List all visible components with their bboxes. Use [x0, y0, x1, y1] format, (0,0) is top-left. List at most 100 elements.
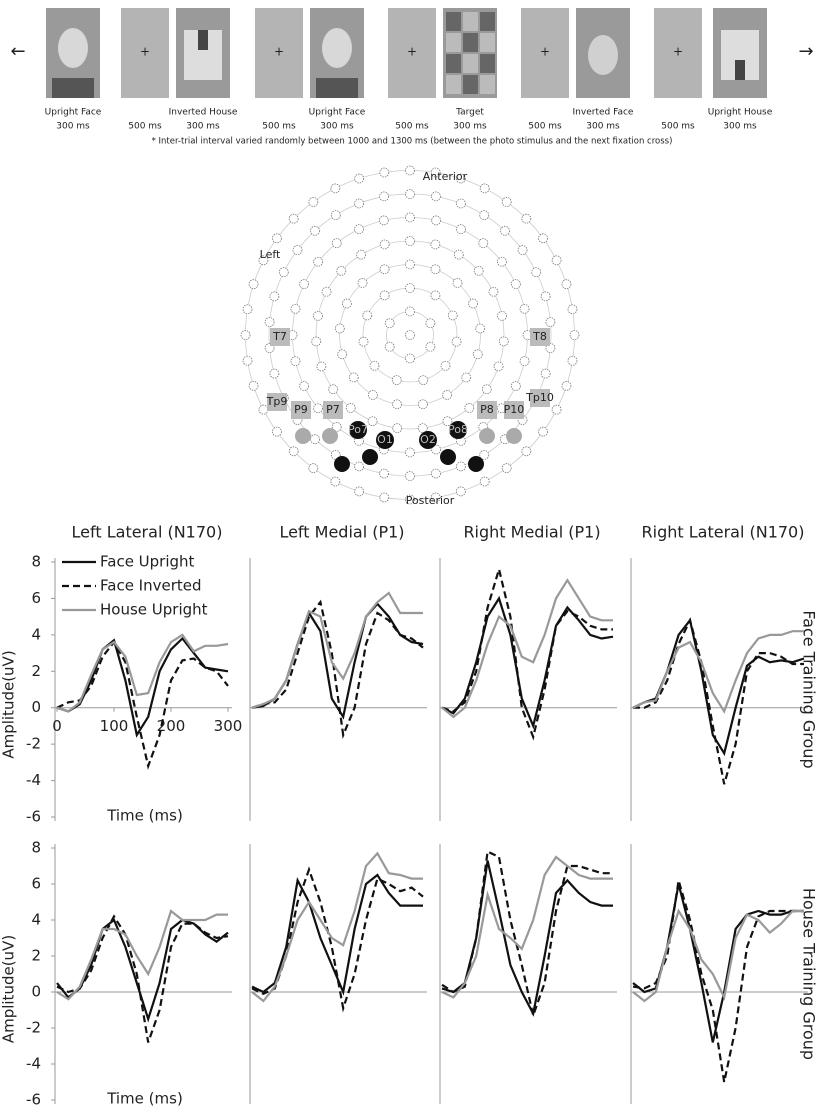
- electrode-icon: [418, 375, 429, 385]
- electrode-icon: [331, 421, 342, 432]
- note: * Inter-trial interval varied randomly b…: [152, 137, 673, 147]
- electrode-icon: [521, 213, 532, 224]
- electrode-marker: [270, 328, 290, 346]
- stimulus-duration: 300 ms: [186, 122, 220, 132]
- electrode-icon: [269, 291, 280, 302]
- electrode-label: T8: [532, 330, 547, 343]
- electrode-label: O1: [377, 433, 393, 446]
- electrode-icon: [538, 233, 548, 244]
- electrode-icon: [405, 189, 415, 199]
- erp-line: [56, 633, 229, 713]
- electrode-icon: [405, 353, 415, 364]
- electrode-icon: [479, 476, 490, 487]
- y-tick-label: -6: [26, 808, 41, 826]
- y-tick-label: 0: [31, 983, 41, 1001]
- door: [735, 60, 745, 80]
- fixation-cross: +: [540, 45, 550, 59]
- electrode-icon: [561, 380, 572, 391]
- electrode-icon: [354, 198, 364, 209]
- isi-duration: 500 ms: [661, 122, 695, 132]
- electrode-icon: [367, 416, 378, 427]
- legend-label: House Upright: [100, 601, 208, 619]
- electrode-label: P10: [504, 403, 525, 416]
- electrode-icon: [405, 165, 415, 176]
- electrode-icon: [290, 303, 301, 314]
- legend-label: Face Inverted: [100, 577, 202, 595]
- y-tick-label: 8: [31, 839, 41, 857]
- electrode-icon: [264, 317, 275, 327]
- electrode-icon: [447, 310, 458, 321]
- electrode-icon: [430, 167, 441, 178]
- erp-line: [56, 909, 228, 1001]
- electrode-marker: [504, 401, 524, 419]
- stimulus-duration: 300 ms: [453, 122, 487, 132]
- electrode-icon: [493, 361, 504, 372]
- electrode-icon: [510, 381, 521, 391]
- x-tick-label: 0: [52, 717, 62, 735]
- electrode-icon: [405, 330, 415, 340]
- scramble: [463, 54, 478, 73]
- fixation-screen: [388, 8, 436, 98]
- electrode-label: T7: [272, 330, 287, 343]
- stimulus-label: Upright Face: [45, 108, 102, 118]
- electrode-label: O2: [420, 433, 436, 446]
- isi-duration: 500 ms: [395, 122, 429, 132]
- electrode-icon: [288, 446, 299, 457]
- face: [588, 35, 618, 75]
- stimulus-label: Inverted Face: [573, 108, 634, 118]
- y-axis-label: Amplitude(uV): [0, 650, 18, 758]
- electrode-icon: [272, 426, 282, 437]
- y-tick-label: 4: [31, 911, 41, 929]
- x-axis-label: Time (ms): [106, 1090, 183, 1108]
- electrode-marker: [530, 328, 550, 346]
- electrode-icon: [442, 390, 453, 400]
- erp-line: [441, 595, 614, 730]
- electrode-icon: [517, 245, 528, 255]
- shoulders: [52, 78, 94, 98]
- erp-line: [251, 866, 424, 1013]
- panel-title: Left Lateral (N170): [72, 523, 223, 542]
- electrode-icon: [330, 210, 341, 221]
- electrode-icon: [405, 447, 415, 458]
- electrode-icon: [288, 213, 299, 224]
- electrode-marker: [267, 393, 287, 411]
- electrode-icon: [310, 225, 320, 236]
- erp-line: [251, 851, 423, 1003]
- electrode-icon: [456, 198, 466, 209]
- erp-line: [632, 617, 805, 757]
- scramble: [480, 33, 495, 52]
- stimulus-duration: 300 ms: [586, 122, 620, 132]
- electrode-icon: [464, 403, 475, 413]
- electrode-cluster: [468, 456, 484, 472]
- left-label: Left: [260, 248, 281, 261]
- erp-line: [251, 873, 423, 996]
- isi-duration: 500 ms: [528, 122, 562, 132]
- erp-line: [56, 918, 229, 1023]
- electrode-icon: [472, 349, 483, 360]
- fixation-cross: +: [673, 45, 683, 59]
- electrode-icon: [358, 336, 369, 347]
- y-tick-label: -4: [26, 1055, 41, 1073]
- electrode-icon: [292, 245, 303, 255]
- electrode-marker: [530, 389, 550, 407]
- electrode-cluster: [295, 428, 311, 444]
- electrode-icon: [379, 492, 390, 503]
- electrode-icon: [405, 494, 415, 505]
- electrode-icon: [461, 372, 472, 383]
- electrode-icon: [290, 356, 301, 367]
- erp-line: [56, 636, 229, 738]
- y-tick-label: 4: [31, 625, 41, 643]
- electrode-icon: [330, 183, 341, 194]
- electrode-icon: [379, 191, 389, 202]
- legend-label: Face Upright: [100, 553, 195, 571]
- electrode-icon: [354, 486, 365, 497]
- electrode-icon: [488, 286, 499, 297]
- fixation-screen: [255, 8, 303, 98]
- posterior-label: Posterior: [406, 494, 455, 507]
- y-tick-label: 2: [31, 947, 41, 965]
- electrode-icon: [334, 323, 345, 334]
- electrode-icon: [379, 290, 390, 301]
- electrode-icon: [405, 212, 415, 223]
- electrode-icon: [391, 375, 402, 385]
